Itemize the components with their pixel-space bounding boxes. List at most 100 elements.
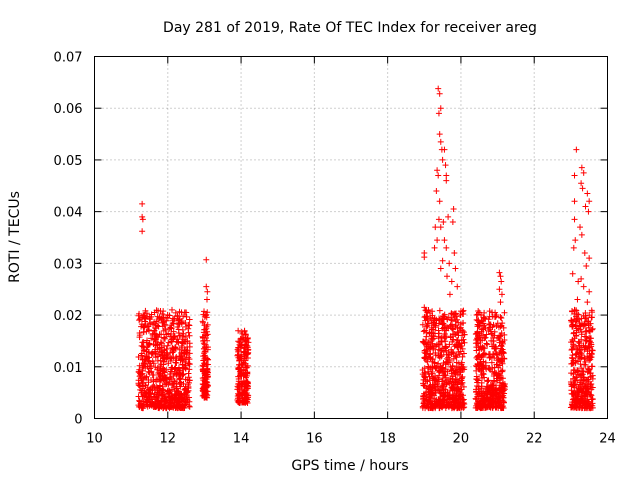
- data-point: [421, 254, 428, 261]
- data-point: [482, 402, 489, 409]
- data-point: [421, 402, 428, 409]
- x-tick-label: 20: [453, 432, 470, 447]
- data-point: [154, 313, 161, 320]
- data-point: [480, 388, 487, 395]
- data-point: [587, 335, 594, 342]
- data-point: [237, 398, 244, 405]
- data-point: [441, 146, 448, 153]
- data-point: [461, 339, 468, 346]
- data-point: [201, 393, 208, 400]
- data-point: [433, 187, 440, 194]
- data-point: [446, 291, 453, 298]
- data-point: [152, 387, 159, 394]
- data-point: [459, 365, 466, 372]
- data-point: [424, 315, 431, 322]
- data-point: [588, 363, 595, 370]
- plot-frame: [94, 56, 608, 419]
- data-point: [201, 308, 208, 315]
- data-points-layer: [135, 85, 596, 412]
- data-point: [451, 314, 458, 321]
- data-point: [170, 372, 177, 379]
- data-point: [571, 402, 578, 409]
- data-point: [577, 381, 584, 388]
- data-point: [175, 338, 182, 345]
- data-point: [584, 299, 591, 306]
- data-point: [174, 370, 181, 377]
- data-point: [490, 378, 497, 385]
- data-point: [454, 370, 461, 377]
- data-point: [588, 341, 595, 348]
- data-point: [138, 342, 145, 349]
- data-point: [472, 395, 479, 402]
- data-point: [483, 340, 490, 347]
- data-point: [157, 307, 164, 314]
- data-point: [145, 349, 152, 356]
- data-point: [435, 360, 442, 367]
- data-point: [442, 162, 449, 169]
- data-point: [493, 389, 500, 396]
- data-point: [138, 323, 145, 330]
- data-point: [156, 345, 163, 352]
- data-point: [199, 366, 206, 373]
- data-point: [439, 403, 446, 410]
- data-point: [489, 309, 496, 316]
- data-point: [475, 365, 482, 372]
- data-point: [183, 313, 190, 320]
- data-point: [578, 396, 585, 403]
- data-point: [587, 374, 594, 381]
- data-point: [242, 332, 249, 339]
- data-point: [179, 370, 186, 377]
- data-point: [201, 378, 208, 385]
- data-point: [472, 331, 479, 338]
- y-tick-label: 0.04: [54, 206, 83, 221]
- data-point: [498, 358, 505, 365]
- data-point: [582, 361, 589, 368]
- data-point: [582, 203, 589, 210]
- data-point: [481, 335, 488, 342]
- data-point: [569, 270, 576, 277]
- data-point: [484, 341, 491, 348]
- data-point: [496, 269, 503, 276]
- data-point: [486, 324, 493, 331]
- data-point: [160, 319, 167, 326]
- data-point: [440, 402, 447, 409]
- data-point: [576, 371, 583, 378]
- data-point: [435, 401, 442, 408]
- data-point: [574, 296, 581, 303]
- data-point: [162, 396, 169, 403]
- data-point: [572, 237, 579, 244]
- data-point: [146, 386, 153, 393]
- data-point: [421, 349, 428, 356]
- data-point: [576, 354, 583, 361]
- data-point: [576, 343, 583, 350]
- data-point: [432, 324, 439, 331]
- data-point: [168, 306, 175, 313]
- data-point: [436, 131, 443, 138]
- data-point: [477, 360, 484, 367]
- data-point: [443, 172, 450, 179]
- data-point: [498, 314, 505, 321]
- data-point: [451, 250, 458, 257]
- data-point: [139, 216, 146, 223]
- data-point: [136, 382, 143, 389]
- data-point: [489, 313, 496, 320]
- data-point: [200, 335, 207, 342]
- data-point: [237, 335, 244, 342]
- data-point: [568, 354, 575, 361]
- data-point: [449, 218, 456, 225]
- data-point: [460, 307, 467, 314]
- data-point: [433, 400, 440, 407]
- data-point: [429, 326, 436, 333]
- data-point: [480, 371, 487, 378]
- data-point: [437, 265, 444, 272]
- data-point: [483, 394, 490, 401]
- data-point: [577, 224, 584, 231]
- data-point: [141, 353, 148, 360]
- data-point: [141, 361, 148, 368]
- data-point: [142, 322, 149, 329]
- data-point: [139, 370, 146, 377]
- data-point: [160, 355, 167, 362]
- data-point: [446, 357, 453, 364]
- data-point: [421, 354, 428, 361]
- data-point: [204, 328, 211, 335]
